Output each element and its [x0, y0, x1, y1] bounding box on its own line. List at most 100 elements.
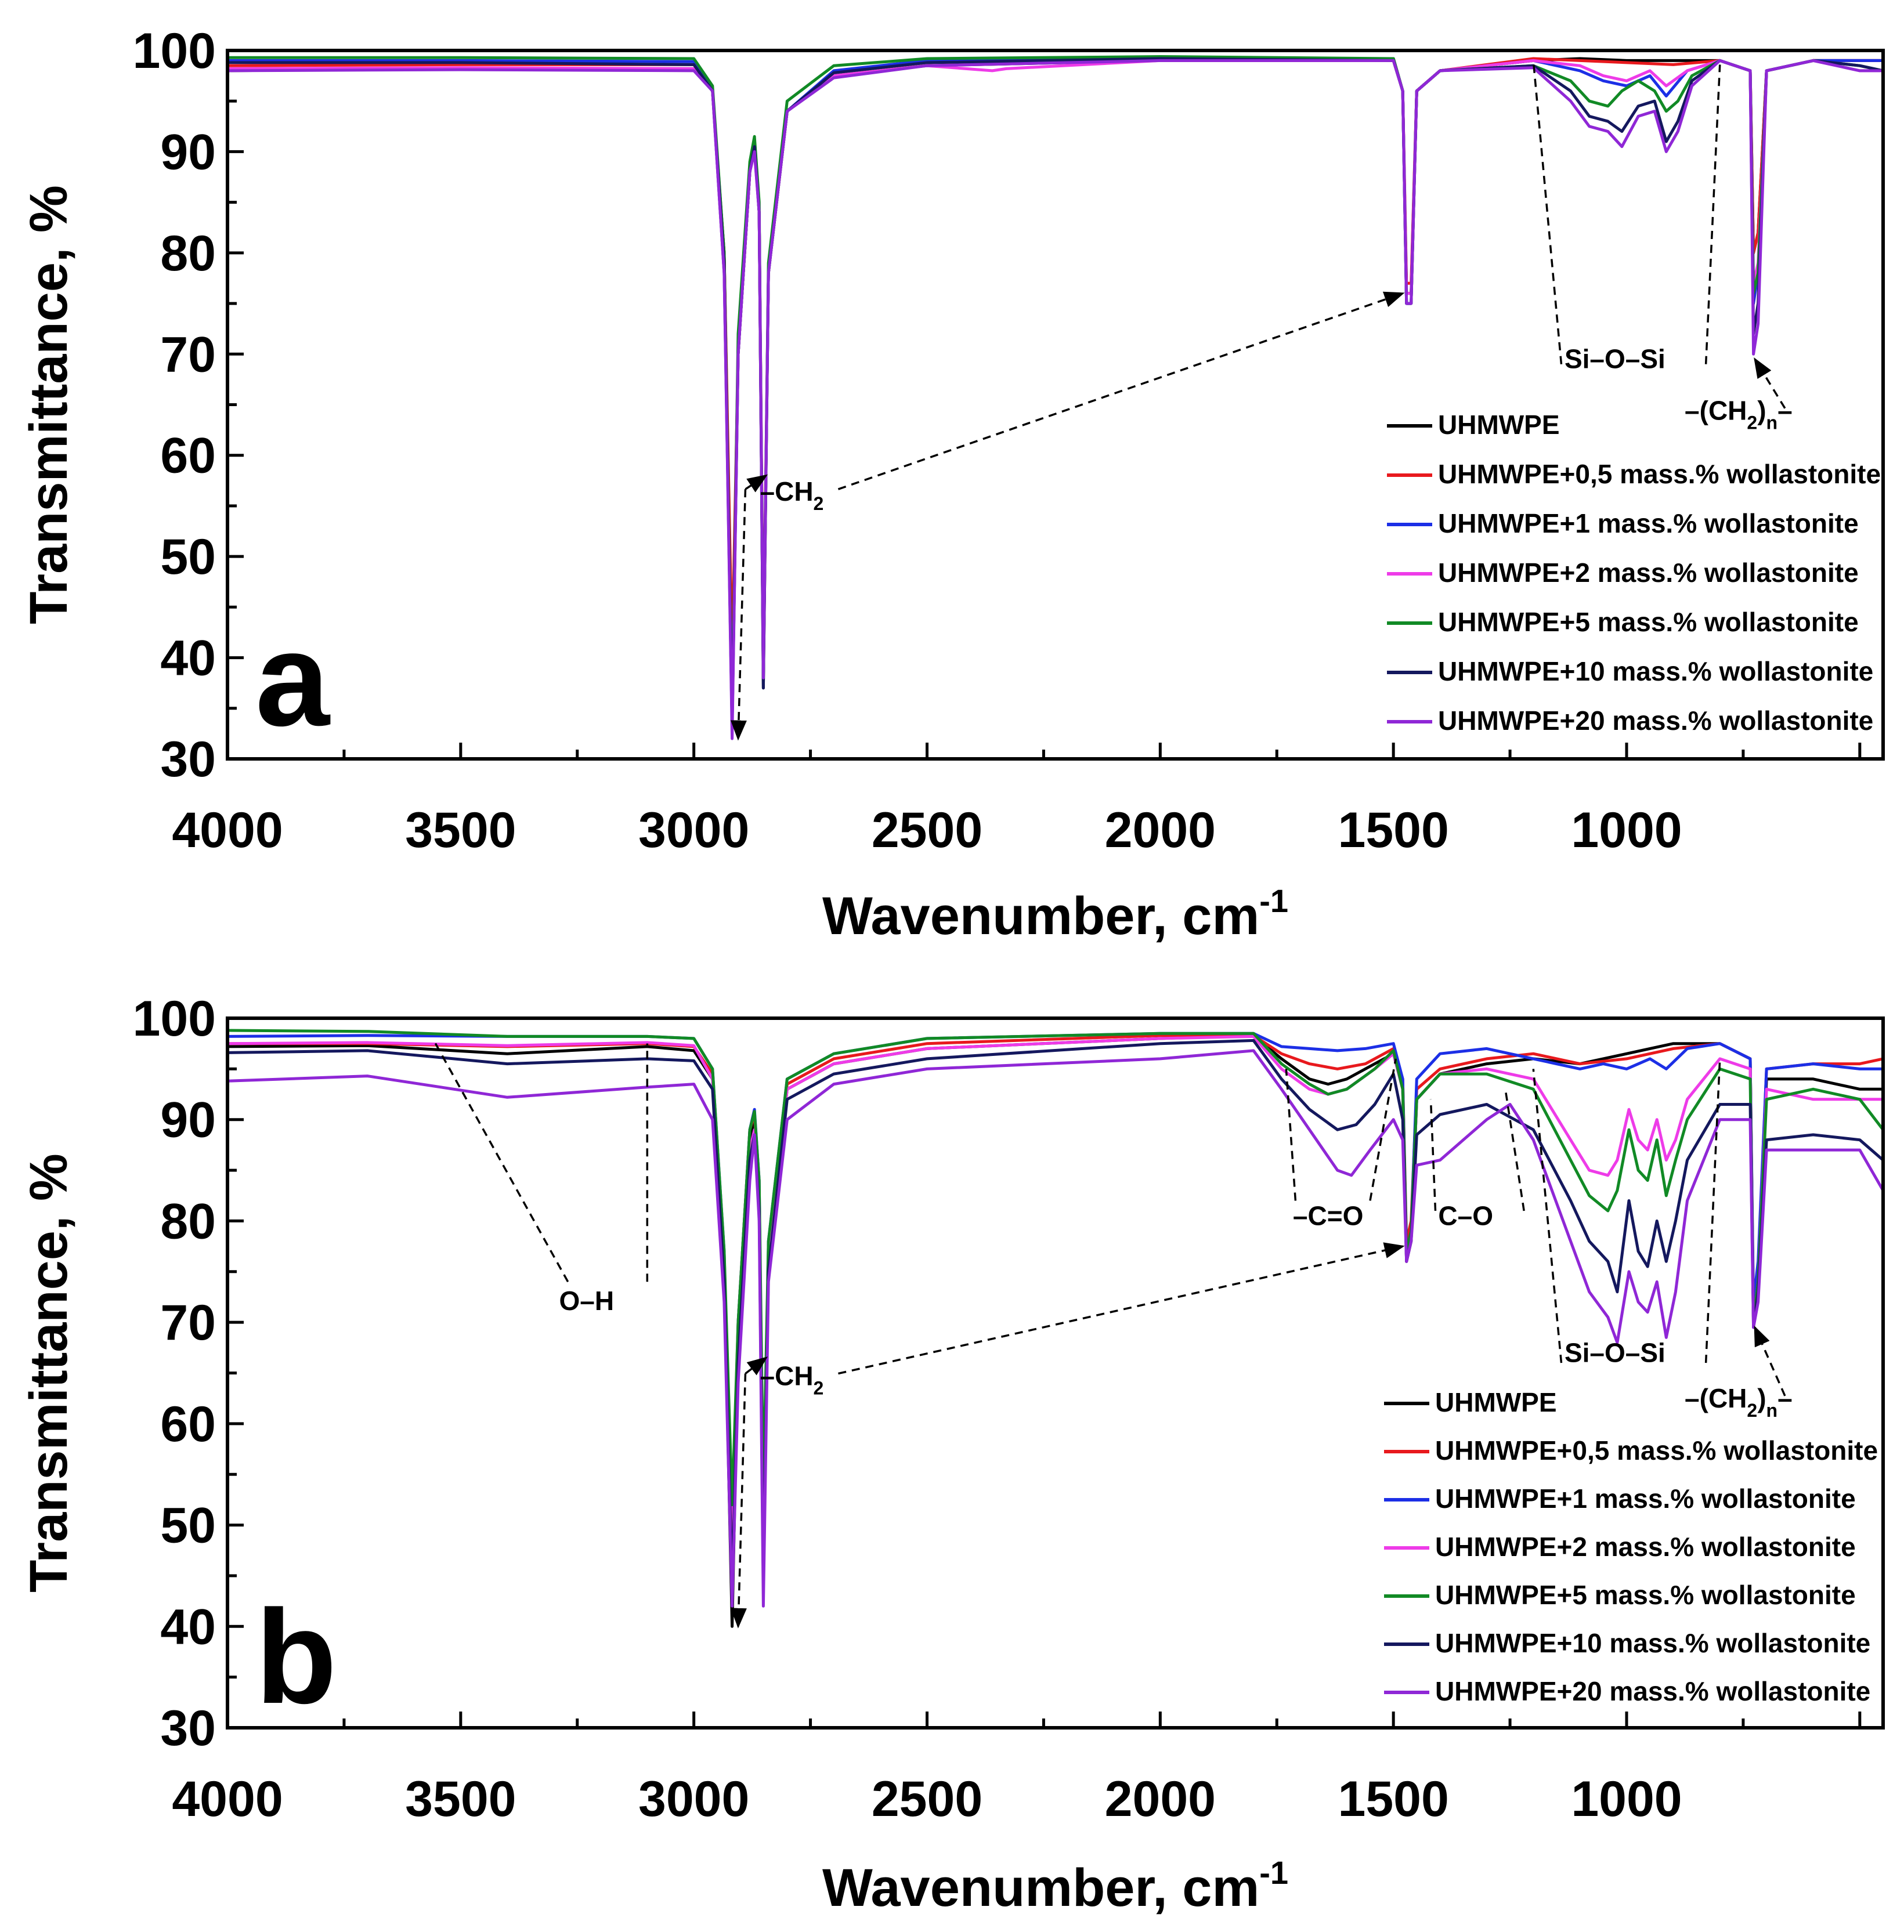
y-tick-label: 30	[160, 1701, 216, 1756]
y-tick-label: 40	[160, 631, 216, 686]
annotation-arrow	[745, 474, 768, 493]
annotation-dash	[1532, 1069, 1563, 1363]
series-group	[227, 1029, 1883, 1628]
annotation-text: –CH	[760, 1361, 814, 1391]
annotation-text: –(CH	[1685, 396, 1747, 426]
annotation-text: O–H	[559, 1286, 615, 1316]
annotation-label: Si–O–Si	[1565, 344, 1665, 374]
annotation-sub2: n	[1766, 1400, 1778, 1421]
x-axis-title: Wavenumber, cm-1	[822, 882, 1288, 946]
legend-label: UHMWPE+10 mass.% wollastonite	[1438, 656, 1873, 686]
x-axis-title: Wavenumber, cm-1	[822, 1854, 1288, 1917]
legend-label: UHMWPE+20 mass.% wollastonite	[1435, 1676, 1870, 1706]
series-line	[227, 59, 1883, 740]
annotation-text: –(CH	[1685, 1383, 1747, 1413]
y-tick-label: 50	[160, 529, 216, 585]
annotation-text: –CH	[760, 476, 814, 506]
legend: UHMWPE UHMWPE+0,5 mass.% wollastonite UHMW…	[1384, 1387, 1878, 1706]
annotation-arrow	[1754, 1325, 1786, 1396]
y-tick-label: 80	[160, 1193, 216, 1249]
x-tick-label: 3500	[405, 802, 516, 858]
y-tick-label: 90	[160, 124, 216, 180]
annotation-label: O–H	[559, 1286, 615, 1316]
chart-panel-a: 30 40 50 60 70 80 90 100 4000 3500 3000 2500 2000 150…	[19, 23, 1885, 946]
x-tick-label: 4000	[172, 802, 283, 858]
annotation-arrow	[730, 489, 747, 741]
y-axis-title: Transmittance, %	[19, 1153, 78, 1593]
x-tick-label: 1000	[1571, 802, 1682, 858]
annotation-label: –C=O	[1293, 1200, 1363, 1231]
annotation-sub: 2	[1747, 1400, 1757, 1421]
y-tick-label: 30	[160, 732, 216, 787]
annotation-text2: )	[1757, 1383, 1766, 1413]
x-tick-label: 2500	[872, 1771, 982, 1827]
x-tick-label: 2000	[1105, 1771, 1216, 1827]
panel-letter: b	[255, 1582, 337, 1731]
legend-label: UHMWPE+10 mass.% wollastonite	[1435, 1628, 1870, 1658]
annotation-arrow	[745, 1356, 768, 1376]
series-group	[227, 55, 1883, 740]
annotation-dash	[1704, 64, 1721, 364]
annotation-sub: 2	[814, 1377, 824, 1398]
legend-label: UHMWPE+5 mass.% wollastonite	[1435, 1580, 1856, 1610]
annotation-dash	[1429, 1099, 1437, 1211]
y-tick-label: 70	[160, 327, 216, 382]
annotation-dash	[1285, 1069, 1297, 1201]
annotation-dash	[1704, 1058, 1721, 1363]
x-axis-title-sup: -1	[1259, 882, 1288, 919]
annotation-arrow	[1754, 357, 1786, 409]
x-axis-title-sup: -1	[1259, 1854, 1288, 1891]
annotation-arrow	[837, 291, 1405, 490]
legend-label: UHMWPE+0,5 mass.% wollastonite	[1438, 459, 1881, 489]
annotation-arrow	[730, 1373, 747, 1629]
y-tick-label: 100	[133, 23, 216, 79]
series-line	[227, 1029, 1883, 1507]
x-tick-label: 3000	[638, 1771, 749, 1827]
chart-panel-b: 30 40 50 60 70 80 90 100 4000 3500 3000 2500 2000 150…	[19, 991, 1885, 1917]
x-tick-label: 2500	[872, 802, 982, 858]
y-tick-label: 100	[133, 991, 216, 1047]
legend-label: UHMWPE+2 mass.% wollastonite	[1435, 1532, 1856, 1562]
legend-label: UHMWPE+20 mass.% wollastonite	[1438, 705, 1873, 736]
annotation-label: Si–O–Si	[1565, 1337, 1665, 1367]
plot-frame	[226, 49, 1885, 761]
annotation-dash	[1369, 1058, 1397, 1201]
plot-frame	[226, 1016, 1885, 1730]
legend-label: UHMWPE	[1438, 410, 1560, 440]
y-tick-label: 60	[160, 428, 216, 484]
y-axis-title: Transmittance, %	[19, 185, 78, 624]
annotation-text3: –	[1777, 396, 1793, 426]
annotation-sub: 2	[1747, 413, 1757, 433]
x-tick-label: 1000	[1571, 1771, 1682, 1827]
series-line	[227, 1049, 1883, 1608]
y-tick-label: 90	[160, 1092, 216, 1148]
legend-label: UHMWPE+1 mass.% wollastonite	[1435, 1484, 1856, 1514]
annotation-text: C–O	[1438, 1200, 1493, 1231]
annotation-label: –(CH2)n–	[1685, 1383, 1793, 1421]
annotation-sub2: n	[1766, 413, 1778, 433]
annotation-label: –CH2	[760, 1361, 824, 1398]
annotation-sub: 2	[814, 493, 824, 514]
legend-label: UHMWPE+2 mass.% wollastonite	[1438, 558, 1859, 588]
legend-label: UHMWPE+5 mass.% wollastonite	[1438, 607, 1859, 637]
legend-label: UHMWPE	[1435, 1387, 1557, 1417]
y-tick-label: 60	[160, 1396, 216, 1452]
x-tick-label: 1500	[1338, 802, 1448, 858]
x-tick-label: 3000	[638, 802, 749, 858]
annotation-text: Si–O–Si	[1565, 344, 1665, 374]
y-tick-label: 40	[160, 1599, 216, 1655]
annotation-label: C–O	[1438, 1200, 1493, 1231]
annotation-dash	[1504, 1089, 1525, 1211]
x-tick-label: 2000	[1105, 802, 1216, 858]
annotation-text: Si–O–Si	[1565, 1337, 1665, 1367]
legend-label: UHMWPE+0,5 mass.% wollastonite	[1435, 1435, 1878, 1466]
annotation-dash	[432, 1038, 569, 1283]
legend: UHMWPE UHMWPE+0,5 mass.% wollastonite UHMW…	[1387, 410, 1881, 736]
panel-letter: a	[255, 605, 331, 754]
annotation-label: –CH2	[760, 476, 824, 514]
y-tick-label: 80	[160, 226, 216, 281]
legend-label: UHMWPE+1 mass.% wollastonite	[1438, 508, 1859, 538]
y-tick-label: 50	[160, 1498, 216, 1554]
annotation-text: –C=O	[1293, 1200, 1363, 1231]
